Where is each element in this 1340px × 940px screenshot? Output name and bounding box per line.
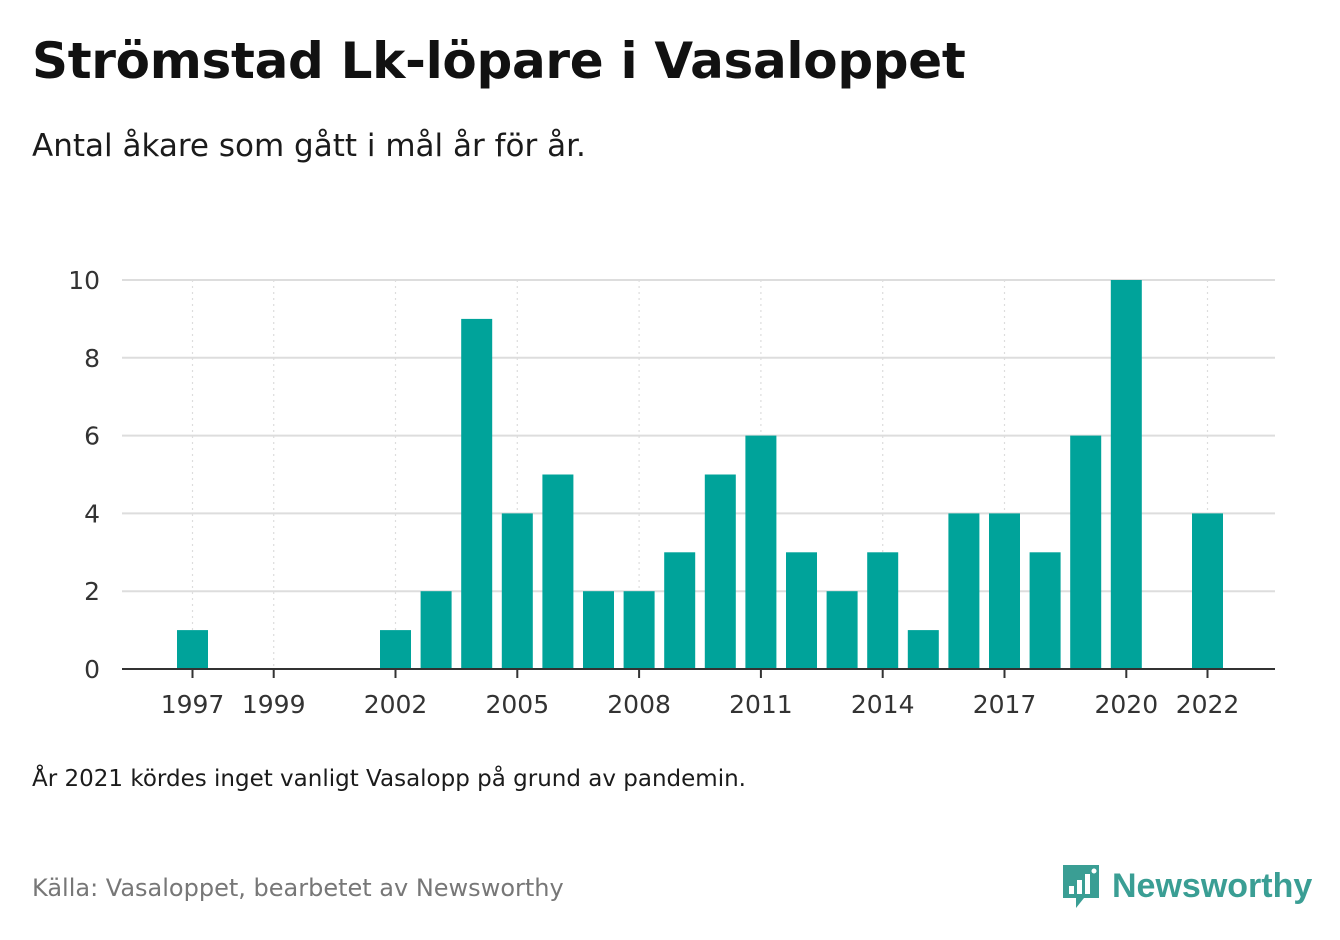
y-tick-label: 8 bbox=[84, 344, 100, 373]
bar-2003 bbox=[420, 591, 452, 669]
chart-note: År 2021 kördes inget vanligt Vasalopp på… bbox=[32, 766, 746, 792]
bar-2007 bbox=[583, 591, 614, 669]
bar-2020 bbox=[1110, 280, 1142, 669]
x-tick-label: 2008 bbox=[607, 690, 671, 719]
logo-wordmark: Newsworthy bbox=[1112, 866, 1313, 905]
x-tick-label: 2020 bbox=[1094, 690, 1158, 719]
y-tick-label: 2 bbox=[84, 577, 100, 606]
x-tick-label: 1999 bbox=[242, 690, 306, 719]
x-tick-label: 1997 bbox=[161, 690, 225, 719]
bar-2018 bbox=[1029, 552, 1061, 669]
bar-1997 bbox=[177, 630, 208, 669]
x-tick-label: 2011 bbox=[729, 690, 793, 719]
x-tick-label: 2017 bbox=[973, 690, 1037, 719]
bar-2019 bbox=[1070, 435, 1102, 669]
bar-2016 bbox=[948, 513, 980, 669]
bar-2013 bbox=[826, 591, 858, 669]
bar-2010 bbox=[704, 474, 736, 669]
bar-2008 bbox=[623, 591, 655, 669]
y-tick-label: 10 bbox=[68, 266, 100, 295]
chart-subtitle: Antal åkare som gått i mål år för år. bbox=[32, 128, 586, 164]
y-tick-label: 6 bbox=[84, 422, 100, 451]
x-tick-label: 2014 bbox=[851, 690, 915, 719]
chart-title: Strömstad Lk-löpare i Vasaloppet bbox=[32, 32, 966, 90]
bar-2022 bbox=[1192, 513, 1223, 669]
bar-2005 bbox=[501, 513, 533, 669]
newsworthy-bar-chart-icon bbox=[1063, 865, 1099, 908]
x-tick-label: 2005 bbox=[485, 690, 549, 719]
y-tick-label: 4 bbox=[84, 499, 100, 528]
x-tick-label: 2002 bbox=[364, 690, 428, 719]
bar-2014 bbox=[867, 552, 899, 669]
bar-2004 bbox=[461, 318, 493, 669]
bar-2017 bbox=[989, 513, 1020, 669]
y-tick-label: 0 bbox=[84, 655, 100, 684]
bar-chart: 0 2 4 6 8 10 1997 1999 2002 2005 2008 2011 2014 2017 2… bbox=[68, 266, 1275, 719]
bar-2011 bbox=[745, 435, 777, 669]
bars bbox=[177, 280, 1223, 669]
x-tick-label: 2022 bbox=[1176, 690, 1240, 719]
tick-labels: 0 2 4 6 8 10 1997 1999 2002 2005 2008 2011 2014 2017 2… bbox=[68, 266, 1239, 719]
bar-2006 bbox=[542, 474, 574, 669]
newsworthy-logo: Newsworthy bbox=[1060, 860, 1312, 912]
axes bbox=[122, 668, 1275, 678]
grid-lines bbox=[122, 279, 1275, 669]
bar-2012 bbox=[786, 552, 817, 669]
bar-2015 bbox=[907, 630, 939, 669]
source-line: Källa: Vasaloppet, bearbetet av Newswort… bbox=[32, 874, 564, 902]
bar-2002 bbox=[380, 630, 411, 669]
bar-2009 bbox=[664, 552, 696, 669]
